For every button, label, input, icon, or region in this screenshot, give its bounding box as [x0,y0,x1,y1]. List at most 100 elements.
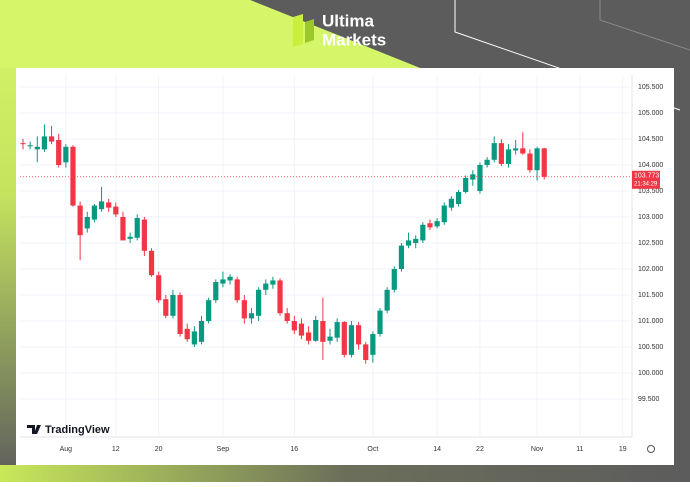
candle-body [148,250,155,276]
candle-body [177,295,183,335]
candle-body [248,313,255,319]
y-tick-label: 101.000 [638,318,663,325]
x-tick-label: Sep [217,446,230,453]
candle-body [63,146,69,163]
logo-mark [305,19,314,43]
candle-body [384,289,390,311]
x-tick-label: 11 [576,446,583,453]
candle-body [377,310,383,335]
y-tick-label: 101.500 [638,292,663,299]
candle-body [348,325,355,355]
candle-body [363,344,369,361]
x-tick-label: 12 [112,446,120,453]
x-tick-label: 20 [155,446,163,453]
x-tick-label: Oct [367,446,378,453]
candle-body [113,206,119,215]
candle-body [163,299,169,316]
candle-body [541,148,547,177]
candle-body [513,148,519,151]
candle-body [470,174,476,180]
y-tick-label: 102.000 [638,266,663,273]
y-tick-label: 100.500 [638,344,663,351]
candle-body [184,328,190,340]
candle-body [141,219,147,251]
candle-body [213,282,219,301]
candle-body [256,289,262,316]
candle-body [156,275,162,301]
price-label-bg [632,170,660,189]
candle-body [463,177,469,193]
candle-body [313,319,319,341]
brand: Markets [322,30,386,49]
tv-logo [27,425,41,434]
deco-line [599,0,690,51]
y-tick-label: 104.000 [638,162,663,169]
candle-body [491,143,497,160]
plot: 99.500 100.000 100.500 101.000 101.500 102.00… [20,75,663,453]
candle-body [434,221,440,227]
candle-body [220,279,226,284]
candle-body [341,322,347,355]
candle-body [70,146,76,206]
candle-body [477,164,483,191]
accent-top [0,0,420,68]
y-tick-label: 105.000 [638,110,663,117]
candle-body [370,334,376,355]
candle-body [484,159,490,165]
candle-body [420,224,426,241]
candle-body [198,321,205,342]
candle-body [106,202,112,208]
candle-body [127,236,133,239]
x-tick-label: 19 [619,446,627,453]
candle-body [91,205,97,220]
candle-body [98,201,105,210]
candle-body [298,323,305,336]
brand: Ultima [322,11,375,30]
candle-body [291,321,297,331]
candle-body [34,146,40,150]
candle-body [334,322,340,338]
price-label: 103.773 [634,173,659,180]
accent-bottom [0,465,690,482]
y-tick-label: 102.500 [638,240,663,247]
candle-body [41,136,48,150]
tv-icon [27,425,41,434]
candle-body [284,313,290,322]
watermark: TradingView [45,424,110,436]
candle-body [27,145,33,147]
candle-body [77,205,83,236]
candle-body [234,279,240,301]
x-tick-label: 22 [476,446,484,453]
y-tick-label: 103.000 [638,214,663,221]
candle-body [534,148,540,171]
candle-body [84,216,90,229]
candle-body [405,240,412,246]
x-tick-label: Aug [60,446,73,453]
y-tick-label: 100.000 [638,370,663,377]
candle-body [306,332,312,341]
logo-mark [293,14,303,47]
candle-body [427,223,433,228]
candle-body [413,238,419,243]
candle-body [56,140,62,165]
y-tick-label: 99.500 [638,396,660,403]
candle-body [455,192,462,204]
candle-body [227,276,233,281]
settings-icon[interactable] [647,445,655,453]
x-tick-label: 16 [290,446,298,453]
candle-body [441,205,447,223]
x-tick-label: Nov [531,446,544,453]
candle-body [505,149,512,164]
candle-body [355,325,362,345]
y-tick-label: 104.500 [638,136,663,143]
y-tick-label: 103.500 [638,188,663,195]
candle-body [327,336,333,341]
candle-body [527,153,533,171]
candle-body [20,143,26,145]
countdown: 21:34:29 [634,181,658,187]
candle-body [398,245,405,270]
candle-body [320,321,326,342]
chart-panel [16,68,674,465]
